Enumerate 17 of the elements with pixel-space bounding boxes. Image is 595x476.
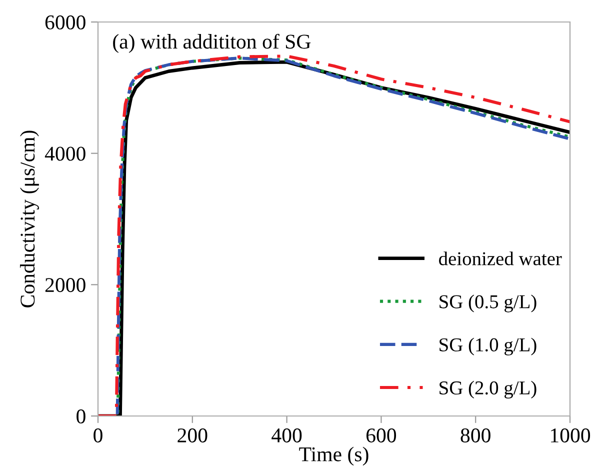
y-tick-label: 0 <box>76 409 86 424</box>
y-axis-title: Conductivity (μs/cm) <box>20 130 39 308</box>
legend-label: SG (0.5 g/L) <box>440 294 536 312</box>
x-tick-label: 800 <box>460 428 490 442</box>
x-tick-label: 0 <box>94 428 102 442</box>
x-tick-label: 200 <box>178 428 208 442</box>
annotation: (a) with addititon of SG <box>113 34 311 53</box>
legend-label: SG (1.0 g/L) <box>440 338 536 356</box>
x-axis-title: Time (s) <box>299 446 368 466</box>
y-tick-label: 6000 <box>45 15 86 30</box>
x-tick-label: 400 <box>272 428 302 442</box>
legend-label: deionized water <box>439 252 562 266</box>
y-tick-label: 2000 <box>45 278 86 292</box>
x-tick-label: 600 <box>366 428 396 442</box>
x-tick-label: 1000 <box>551 428 590 442</box>
legend-label: SG (2.0 g/L) <box>440 380 536 398</box>
y-tick-label: 4000 <box>44 146 86 161</box>
